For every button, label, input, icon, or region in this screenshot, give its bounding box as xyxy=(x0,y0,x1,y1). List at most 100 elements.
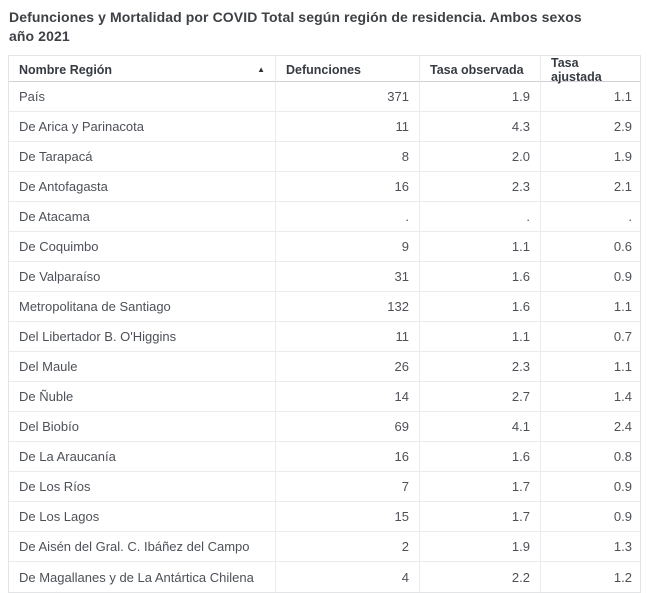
tasa-ajustada-cell: 1.2 xyxy=(540,562,642,592)
table-row: País 371 1.9 1.1 xyxy=(9,82,640,112)
tasa-observada-cell: 2.3 xyxy=(419,172,540,201)
table-row: De Aisén del Gral. C. Ibáñez del Campo 2 1… xyxy=(9,532,640,562)
table-row: De Los Lagos 15 1.7 0.9 xyxy=(9,502,640,532)
defunciones-cell: 4 xyxy=(275,562,419,592)
column-header-label: Tasa ajustada xyxy=(551,56,602,84)
defunciones-cell: 2 xyxy=(275,532,419,561)
region-name-cell: De Antofagasta xyxy=(19,179,108,194)
defunciones-cell: 69 xyxy=(275,412,419,441)
tasa-observada-cell: 2.3 xyxy=(419,352,540,381)
region-name-cell: Del Biobío xyxy=(19,419,79,434)
table-row: Del Biobío 69 4.1 2.4 xyxy=(9,412,640,442)
region-name-cell: País xyxy=(19,89,46,104)
tasa-observada-cell: 1.7 xyxy=(419,472,540,501)
column-header-label: Tasa observada xyxy=(430,63,524,77)
region-name-cell: De Aisén del Gral. C. Ibáñez del Campo xyxy=(19,539,250,554)
region-name-cell: De Arica y Parinacota xyxy=(19,119,145,134)
tasa-ajustada-cell: 0.7 xyxy=(540,322,642,351)
region-name-cell: De Tarapacá xyxy=(19,149,93,164)
table-row: De Tarapacá 8 2.0 1.9 xyxy=(9,142,640,172)
tasa-ajustada-cell: 2.9 xyxy=(540,112,642,141)
data-table: Nombre Región ▲ Defunciones Tasa observa… xyxy=(8,55,641,593)
defunciones-cell: 31 xyxy=(275,262,419,291)
tasa-observada-cell: 4.1 xyxy=(419,412,540,441)
tasa-ajustada-cell: 0.9 xyxy=(540,502,642,531)
region-name-cell: Del Maule xyxy=(19,359,78,374)
tasa-ajustada-cell: 1.1 xyxy=(540,352,642,381)
sort-ascending-icon[interactable]: ▲ xyxy=(257,65,265,74)
defunciones-cell: 14 xyxy=(275,382,419,411)
defunciones-cell: 15 xyxy=(275,502,419,531)
page-title: Defunciones y Mortalidad por COVID Total… xyxy=(9,8,642,46)
tasa-observada-cell: 1.1 xyxy=(419,322,540,351)
table-header-row: Nombre Región ▲ Defunciones Tasa observa… xyxy=(9,56,642,84)
table-row: De Magallanes y de La Antártica Chilena 4… xyxy=(9,562,640,592)
defunciones-cell: 7 xyxy=(275,472,419,501)
defunciones-cell: 371 xyxy=(275,82,419,111)
defunciones-cell: 16 xyxy=(275,442,419,471)
defunciones-cell: 8 xyxy=(275,142,419,171)
tasa-ajustada-cell: 0.9 xyxy=(540,472,642,501)
region-name-cell: De Ñuble xyxy=(19,389,74,404)
tasa-ajustada-cell: 1.1 xyxy=(540,292,642,321)
region-name-cell: Metropolitana de Santiago xyxy=(19,299,171,314)
tasa-observada-cell: 1.6 xyxy=(419,442,540,471)
page-title-line-1: Defunciones y Mortalidad por COVID Total… xyxy=(9,9,582,25)
region-name-cell: Del Libertador B. O'Higgins xyxy=(19,329,177,344)
tasa-observada-cell: 2.2 xyxy=(419,562,540,592)
table-body: País 371 1.9 1.1 De Arica y Parinacota 11 4.3 2… xyxy=(9,82,640,592)
table-row: De Los Ríos 7 1.7 0.9 xyxy=(9,472,640,502)
tasa-ajustada-cell: 1.4 xyxy=(540,382,642,411)
defunciones-cell: 132 xyxy=(275,292,419,321)
defunciones-cell: 16 xyxy=(275,172,419,201)
tasa-ajustada-cell: 0.8 xyxy=(540,442,642,471)
table-row: De Coquimbo 9 1.1 0.6 xyxy=(9,232,640,262)
defunciones-cell: 26 xyxy=(275,352,419,381)
table-row: De Arica y Parinacota 11 4.3 2.9 xyxy=(9,112,640,142)
column-header-defunciones[interactable]: Defunciones xyxy=(275,56,419,84)
region-name-cell: De Atacama xyxy=(19,209,90,224)
column-header-tasa-observada[interactable]: Tasa observada xyxy=(419,56,540,84)
column-header-nombre-region[interactable]: Nombre Región ▲ xyxy=(9,56,275,84)
tasa-observada-cell: 1.6 xyxy=(419,292,540,321)
page-title-line-2: año 2021 xyxy=(9,28,70,44)
table-row: De Antofagasta 16 2.3 2.1 xyxy=(9,172,640,202)
region-name-cell: De Coquimbo xyxy=(19,239,99,254)
tasa-observada-cell: 1.7 xyxy=(419,502,540,531)
table-row: De La Araucanía 16 1.6 0.8 xyxy=(9,442,640,472)
tasa-ajustada-cell: 1.1 xyxy=(540,82,642,111)
column-header-label: Defunciones xyxy=(286,63,362,77)
table-row: De Valparaíso 31 1.6 0.9 xyxy=(9,262,640,292)
table-row: De Atacama... xyxy=(9,202,640,232)
region-name-cell: De Magallanes y de La Antártica Chilena xyxy=(19,569,254,585)
region-name-cell: De La Araucanía xyxy=(19,449,116,464)
tasa-observada-cell: . xyxy=(419,202,540,231)
tasa-ajustada-cell: 2.4 xyxy=(540,412,642,441)
tasa-ajustada-cell: 0.6 xyxy=(540,232,642,261)
tasa-ajustada-cell: 2.1 xyxy=(540,172,642,201)
tasa-observada-cell: 4.3 xyxy=(419,112,540,141)
region-name-cell: De Los Ríos xyxy=(19,479,91,494)
table-row: Del Libertador B. O'Higgins 11 1.1 0.7 xyxy=(9,322,640,352)
defunciones-cell: 11 xyxy=(275,322,419,351)
tasa-ajustada-cell: 1.9 xyxy=(540,142,642,171)
table-row: Metropolitana de Santiago 132 1.6 1.1 xyxy=(9,292,640,322)
defunciones-cell: . xyxy=(275,202,419,231)
tasa-observada-cell: 1.9 xyxy=(419,532,540,561)
region-name-cell: De Valparaíso xyxy=(19,269,101,284)
defunciones-cell: 11 xyxy=(275,112,419,141)
tasa-observada-cell: 2.0 xyxy=(419,142,540,171)
table-row: Del Maule 26 2.3 1.1 xyxy=(9,352,640,382)
tasa-observada-cell: 2.7 xyxy=(419,382,540,411)
tasa-observada-cell: 1.9 xyxy=(419,82,540,111)
region-name-cell: De Los Lagos xyxy=(19,509,100,524)
tasa-ajustada-cell: 0.9 xyxy=(540,262,642,291)
column-header-tasa-ajustada[interactable]: Tasa ajustada xyxy=(540,56,642,84)
column-header-label: Nombre Región xyxy=(19,63,113,77)
defunciones-cell: 9 xyxy=(275,232,419,261)
tasa-ajustada-cell: 1.3 xyxy=(540,532,642,561)
tasa-observada-cell: 1.6 xyxy=(419,262,540,291)
table-row: De Ñuble 14 2.7 1.4 xyxy=(9,382,640,412)
tasa-observada-cell: 1.1 xyxy=(419,232,540,261)
